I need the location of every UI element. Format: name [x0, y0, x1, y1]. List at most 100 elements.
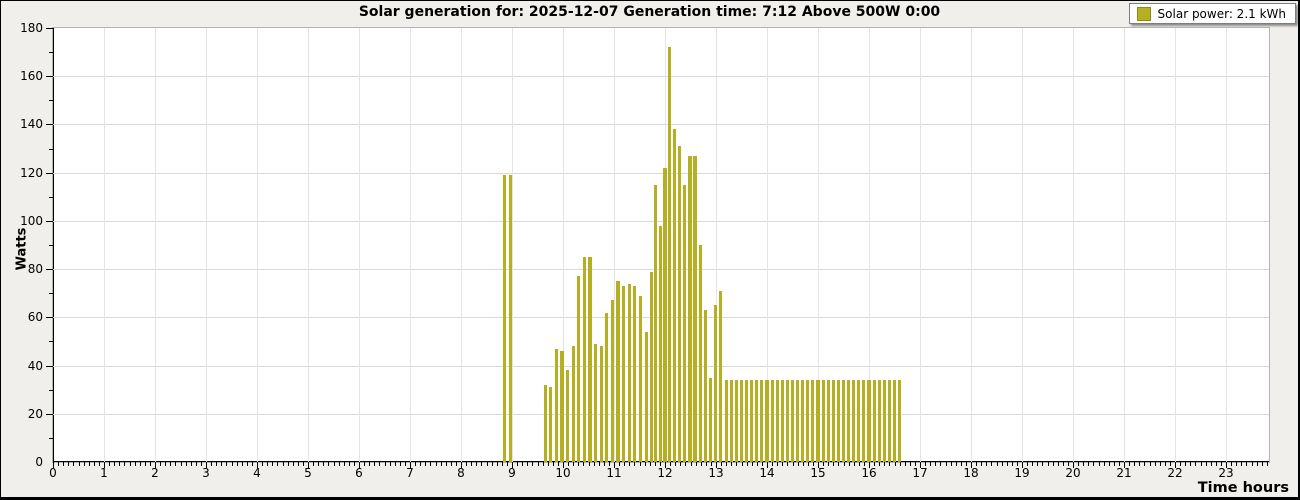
x-minor-tick: [935, 462, 937, 466]
gridline-x-19: [1022, 28, 1023, 462]
x-minor-tick: [608, 462, 610, 466]
y-tick-label-20: 20: [27, 406, 43, 421]
x-minor-tick: [889, 462, 891, 466]
bar-h10.42: [582, 257, 586, 462]
x-minor-tick: [1078, 462, 1080, 466]
y-major-tick: [46, 124, 53, 126]
y-major-tick: [46, 317, 53, 319]
x-minor-tick: [353, 462, 355, 466]
y-minor-tick: [49, 100, 53, 102]
x-minor-tick: [945, 462, 947, 466]
x-minor-tick: [603, 462, 605, 466]
x-minor-tick: [884, 462, 886, 466]
bar-h11.91: [658, 225, 662, 462]
x-minor-tick: [588, 462, 590, 466]
x-tick-label-22: 22: [1167, 466, 1183, 480]
gridline-x-13: [716, 28, 717, 462]
y-tick-label-180: 180: [20, 21, 43, 35]
x-minor-tick: [1251, 462, 1253, 466]
x-minor-tick: [1134, 462, 1136, 466]
y-major-tick: [46, 269, 53, 271]
x-minor-tick: [1256, 462, 1258, 466]
x-minor-tick: [848, 462, 850, 466]
y-major-tick: [46, 172, 53, 174]
bar-h14: [765, 380, 769, 462]
bar-h12.19: [673, 129, 677, 462]
x-minor-tick: [879, 462, 881, 466]
x-minor-tick: [323, 462, 325, 466]
x-minor-tick: [930, 462, 932, 466]
y-major-tick: [46, 220, 53, 222]
x-minor-tick: [925, 462, 927, 466]
x-tick-label-10: 10: [555, 466, 571, 480]
x-tick-label-21: 21: [1116, 466, 1132, 480]
x-minor-tick: [695, 462, 697, 466]
x-minor-tick: [680, 462, 682, 466]
x-minor-tick: [1236, 462, 1238, 466]
x-major-tick: [665, 462, 666, 468]
x-minor-tick: [583, 462, 585, 466]
bar-h16.2: [877, 380, 881, 462]
x-minor-tick: [78, 462, 80, 466]
x-minor-tick: [552, 462, 554, 466]
x-major-tick: [206, 462, 207, 468]
x-minor-tick: [634, 462, 636, 466]
x-minor-tick: [399, 462, 401, 466]
x-tick-label-4: 4: [253, 466, 261, 480]
x-minor-tick: [430, 462, 432, 466]
x-minor-tick: [1246, 462, 1248, 466]
y-major-tick: [46, 413, 53, 415]
x-minor-tick: [1052, 462, 1054, 466]
x-minor-tick: [823, 462, 825, 466]
bar-h12.49: [688, 155, 692, 462]
x-minor-tick: [746, 462, 748, 466]
x-minor-tick: [1261, 462, 1263, 466]
x-minor-tick: [700, 462, 702, 466]
x-major-tick: [869, 462, 870, 468]
x-minor-tick: [287, 462, 289, 466]
y-axis-line: [53, 28, 54, 462]
x-minor-tick: [960, 462, 962, 466]
x-minor-tick: [1154, 462, 1156, 466]
x-minor-tick: [129, 462, 131, 466]
bar-h15.3: [831, 380, 835, 462]
x-minor-tick: [333, 462, 335, 466]
x-minor-tick: [1185, 462, 1187, 466]
y-major-tick: [46, 28, 53, 29]
x-minor-tick: [843, 462, 845, 466]
legend: Solar power: 2.1 kWh: [1128, 3, 1296, 24]
x-minor-tick: [251, 462, 253, 466]
bar-h13.9: [760, 380, 764, 462]
x-minor-tick: [1144, 462, 1146, 466]
x-minor-tick: [501, 462, 503, 466]
gridline-x-20: [1073, 28, 1074, 462]
x-minor-tick: [1129, 462, 1131, 466]
x-major-tick: [767, 462, 768, 468]
x-major-tick: [1073, 462, 1074, 468]
x-minor-tick: [1190, 462, 1192, 466]
x-minor-tick: [644, 462, 646, 466]
x-minor-tick: [415, 462, 417, 466]
x-tick-label-2: 2: [151, 466, 159, 480]
bar-h13.7: [750, 380, 754, 462]
x-minor-tick: [986, 462, 988, 466]
x-minor-tick: [491, 462, 493, 466]
x-minor-tick: [88, 462, 90, 466]
x-minor-tick: [98, 462, 100, 466]
bar-h16.5: [892, 380, 897, 462]
y-tick-label-0: 0: [35, 455, 43, 469]
x-minor-tick: [195, 462, 197, 466]
x-minor-tick: [1088, 462, 1090, 466]
x-minor-tick: [772, 462, 774, 466]
bar-h9.65: [543, 384, 547, 462]
bar-h12.79: [703, 310, 707, 462]
bar-h11.52: [638, 295, 643, 462]
bar-h14.4: [785, 380, 789, 462]
x-minor-tick: [578, 462, 580, 466]
x-minor-tick: [226, 462, 228, 466]
x-minor-tick: [170, 462, 172, 466]
x-minor-tick: [440, 462, 442, 466]
gridline-x-16: [869, 28, 870, 462]
x-minor-tick: [313, 462, 315, 466]
x-minor-tick: [705, 462, 707, 466]
